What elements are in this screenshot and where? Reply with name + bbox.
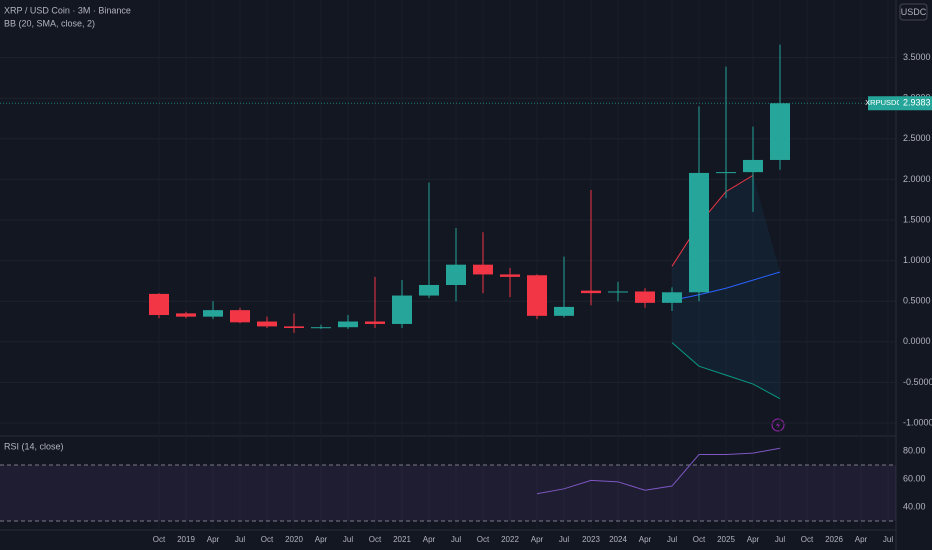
x-tick-label: Oct [369, 535, 382, 544]
alert-icon[interactable] [771, 418, 785, 432]
y-tick-label: 40.00 [903, 501, 926, 511]
alert-bolt [776, 421, 780, 429]
y-tick-label: 0.0000 [903, 336, 931, 346]
alert-circle [771, 418, 785, 432]
symbol-tag [868, 96, 899, 111]
candle-body [230, 310, 250, 323]
x-tick-label: 2025 [717, 535, 735, 544]
candle-body [257, 321, 277, 327]
rsi-band [0, 465, 896, 522]
y-tick-label: 60.00 [903, 473, 926, 483]
candle-body [608, 291, 628, 293]
x-tick-label: Oct [801, 535, 814, 544]
candle-body [716, 172, 736, 174]
candle-body [284, 326, 304, 329]
x-tick-label: Apr [639, 535, 652, 544]
x-tick-label: Apr [315, 535, 328, 544]
x-tick-label: Jul [667, 535, 677, 544]
candle-body [635, 291, 655, 303]
x-tick-label: Jul [343, 535, 353, 544]
bb-line [671, 174, 754, 267]
x-tick-label: 2020 [285, 535, 303, 544]
x-tick-label: 2022 [501, 535, 519, 544]
rsi-label: RSI (14, close) [4, 441, 64, 451]
bb-line [671, 271, 781, 301]
x-tick-label: Oct [477, 535, 490, 544]
candle-body [149, 293, 169, 316]
y-tick-label: 80.00 [903, 445, 926, 455]
x-tick-label: Jul [883, 535, 893, 544]
candle-body [770, 103, 790, 160]
x-tick-label: Apr [423, 535, 436, 544]
currency-button[interactable] [899, 3, 928, 21]
candle-body [500, 274, 520, 277]
candle-body [554, 306, 574, 316]
y-tick-label: 1.5000 [903, 214, 931, 224]
price-label: 2.9383 [903, 98, 931, 108]
x-tick-label: Jul [559, 535, 569, 544]
y-tick-label: 2.0000 [903, 174, 931, 184]
x-tick-label: Apr [207, 535, 220, 544]
y-tick-label: -0.5000 [903, 377, 932, 387]
y-tick-label: 0.5000 [903, 296, 931, 306]
candle-body [446, 264, 466, 285]
candle-body [473, 264, 493, 275]
candle-body [176, 313, 196, 317]
x-tick-label: Apr [531, 535, 544, 544]
candle-body [662, 292, 682, 303]
y-tick-label: -1.0000 [903, 417, 932, 427]
x-tick-label: 2026 [825, 535, 843, 544]
x-tick-label: Oct [261, 535, 274, 544]
y-tick-label: 2.5000 [903, 133, 931, 143]
x-tick-label: 2019 [177, 535, 195, 544]
rsi-line [536, 447, 781, 495]
candle-body [392, 295, 412, 324]
y-tick-label: 3.5000 [903, 52, 931, 62]
x-tick-label: Jul [775, 535, 785, 544]
currency-label: USDC [901, 7, 927, 17]
y-tick-label: 1.0000 [903, 255, 931, 265]
x-tick-label: Jul [451, 535, 461, 544]
candle-body [581, 290, 601, 294]
candle-body [311, 327, 331, 329]
x-tick-label: 2024 [609, 535, 627, 544]
bb-line [671, 342, 781, 400]
price-tag [899, 96, 932, 111]
candle-body [419, 284, 439, 296]
candle-body [365, 321, 385, 324]
x-tick-label: Oct [693, 535, 706, 544]
candle-body [689, 172, 709, 293]
indicator-label: BB (20, SMA, close, 2) [4, 18, 95, 28]
symbol-label: XRPUSDC [865, 98, 902, 107]
candle-body [743, 159, 763, 173]
chart-title: XRP / USD Coin · 3M · Binance [4, 5, 131, 15]
candle-body [527, 275, 547, 316]
x-tick-label: 2021 [393, 535, 411, 544]
x-tick-label: Apr [747, 535, 760, 544]
candle-body [338, 321, 358, 328]
x-tick-label: Jul [235, 535, 245, 544]
x-tick-label: 2023 [582, 535, 600, 544]
candle-body [203, 310, 223, 317]
x-tick-label: Apr [855, 535, 868, 544]
x-tick-label: Oct [153, 535, 166, 544]
